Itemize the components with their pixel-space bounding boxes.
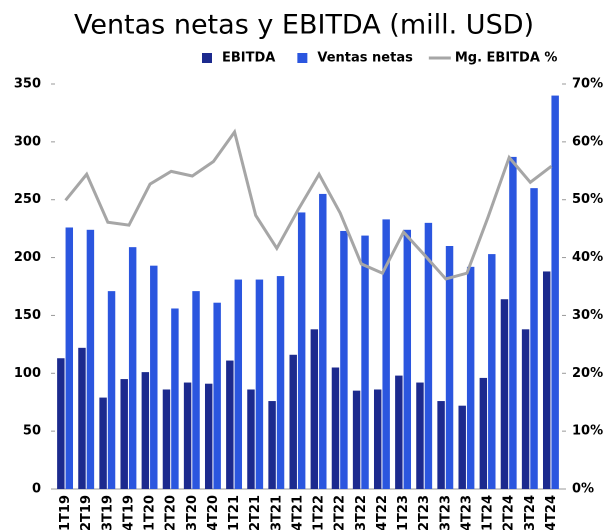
bar: [500, 299, 509, 489]
bar: [479, 377, 488, 489]
y2-tick-label: 50%: [572, 192, 603, 207]
legend-swatch: [297, 53, 308, 63]
x-tick-label: 3T20: [185, 495, 200, 530]
bar: [107, 291, 116, 489]
bar: [247, 389, 255, 489]
bar: [509, 156, 517, 489]
x-tick-label: 3T24: [523, 495, 538, 530]
y2-tick-label: 70%: [572, 77, 603, 92]
x-tick-label: 3T22: [354, 495, 369, 530]
y-tick-label: 150: [14, 308, 41, 323]
bar: [57, 358, 65, 489]
x-tick-label: 3T19: [100, 495, 115, 530]
y2-tick-label: 20%: [572, 366, 603, 381]
x-tick-label: 2T24: [502, 495, 517, 530]
bar: [551, 95, 559, 490]
y2-tick-label: 30%: [572, 308, 603, 323]
y-tick-label: 250: [14, 192, 41, 207]
x-tick-label: 2T20: [164, 495, 179, 530]
x-tick-label: 3T21: [269, 495, 284, 530]
x-tick-label: 2T23: [417, 495, 432, 530]
bar: [488, 254, 496, 489]
bar: [530, 188, 538, 489]
x-tick-label: 4T19: [121, 495, 136, 530]
bar: [86, 229, 95, 490]
y-tick-label: 50: [23, 424, 41, 439]
bar: [255, 279, 264, 489]
x-tick-label: 1T23: [396, 495, 411, 530]
y-tick-label: 350: [14, 77, 41, 92]
x-tick-label: 3T23: [438, 495, 453, 530]
x-tick-label: 4T24: [544, 495, 559, 530]
x-tick-label: 2T22: [333, 495, 348, 530]
bar: [310, 329, 319, 489]
bar: [382, 219, 390, 489]
bar: [78, 347, 86, 489]
y-tick-label: 0: [32, 482, 41, 497]
x-tick-label: 1T21: [227, 495, 242, 530]
bar: [437, 401, 445, 489]
line: [64, 128, 553, 281]
bar: [162, 389, 171, 489]
bar: [141, 372, 150, 489]
legend-label: Ventas netas: [317, 51, 413, 66]
bar: [331, 367, 340, 489]
bar: [458, 405, 466, 489]
x-tick-label: 2T19: [79, 495, 94, 530]
legend-label: Mg. EBITDA %: [455, 51, 558, 66]
bar: [120, 379, 128, 489]
chart-title: Ventas netas y EBITDA (mill. USD): [74, 10, 534, 41]
y-tick-label: 200: [14, 250, 41, 265]
bar: [352, 390, 361, 489]
bar: [521, 329, 530, 489]
bar: [340, 230, 348, 489]
bar: [289, 354, 297, 489]
y-tick-label: 300: [14, 134, 41, 149]
bar: [361, 235, 369, 489]
y2-tick-label: 40%: [572, 250, 603, 265]
y-tick-label: 100: [14, 366, 41, 381]
bar: [276, 276, 285, 489]
bar: [150, 265, 158, 489]
x-tick-label: 1T19: [58, 495, 73, 530]
bar: [542, 271, 551, 489]
bar: [226, 360, 234, 489]
x-tick-label: 4T23: [459, 495, 474, 530]
bar: [319, 193, 327, 489]
bar: [395, 375, 403, 489]
y2-tick-label: 0%: [572, 482, 594, 497]
x-tick-label: 2T21: [248, 495, 263, 530]
bar: [204, 383, 213, 489]
x-tick-label: 1T22: [312, 495, 327, 530]
bar: [192, 291, 200, 489]
legend-label: EBITDA: [222, 51, 275, 66]
y2-tick-label: 10%: [572, 424, 603, 439]
bar: [373, 389, 382, 489]
bar: [445, 246, 454, 489]
bar: [128, 247, 137, 489]
bar: [99, 397, 107, 489]
x-tick-label: 1T24: [481, 495, 496, 530]
bar: [65, 227, 74, 489]
bar: [416, 382, 424, 489]
x-tick-label: 4T21: [290, 495, 305, 530]
x-tick-label: 4T20: [206, 495, 221, 530]
bar: [403, 229, 412, 490]
bar: [268, 401, 276, 489]
y2-tick-label: 60%: [572, 134, 603, 149]
bar: [234, 279, 243, 489]
x-tick-label: 1T20: [143, 495, 158, 530]
legend-swatch: [202, 53, 212, 63]
bar: [213, 302, 221, 489]
bar: [466, 266, 475, 489]
x-tick-label: 4T22: [375, 495, 390, 530]
bar: [297, 212, 306, 489]
bar: [171, 308, 179, 489]
bar: [424, 222, 433, 489]
bar: [183, 382, 192, 489]
